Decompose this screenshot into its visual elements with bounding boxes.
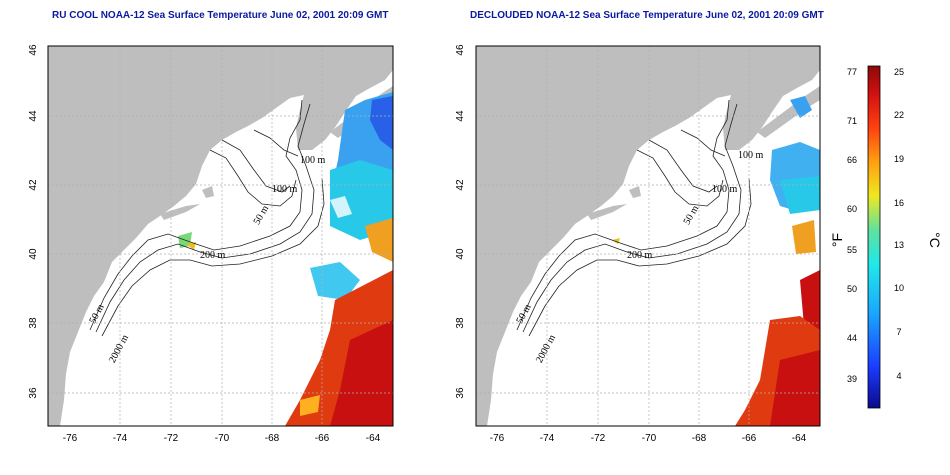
land [48,46,393,426]
x-tick-label: -68 [265,433,280,444]
contour-label: 200 m [200,250,226,261]
y-tick-label: 38 [28,317,39,329]
colorbar-f-tick: 55 [847,245,857,255]
y-tick-label: 44 [455,110,466,122]
gridlines [476,46,820,426]
y-tick-label: 46 [455,44,466,56]
sst-data [178,92,393,426]
land [160,204,200,220]
colorbar-c-tick: 16 [894,198,904,208]
left-map: 100 m 100 m 50 m 200 m 50 m 2000 m -76 -… [28,44,394,444]
land [587,204,627,220]
y-tick-label: 40 [28,248,39,260]
land [629,186,641,198]
sst-data [612,96,820,426]
colorbar-f-tick: 44 [847,333,857,343]
x-tick-label: -64 [366,433,381,444]
x-tick-label: -72 [591,433,606,444]
x-tick-label: -70 [642,433,657,444]
right-map: 100 m 100 m 50 m 200 m 50 m 2000 m -76 -… [455,44,821,444]
land [202,186,214,198]
x-tick-label: -76 [490,433,505,444]
colorbar-c-tick: 22 [894,110,904,120]
x-tick-label: -64 [792,433,807,444]
colorbar-c-tick: 25 [894,67,904,77]
celsius-label: °C [927,232,943,248]
y-tick-label: 42 [455,179,466,191]
y-tick-label: 36 [28,387,39,399]
colorbar-f-tick: 77 [847,67,857,77]
colorbar-c-tick: 7 [896,327,901,337]
contour-label: 100 m [712,184,738,195]
colorbar: 77 71 66 60 55 50 44 39 25 22 19 16 13 1… [829,65,943,409]
y-tick-label: 42 [28,179,39,191]
y-tick-label: 38 [455,317,466,329]
colorbar-f-tick: 60 [847,204,857,214]
y-tick-label: 40 [455,248,466,260]
x-tick-label: -72 [164,433,179,444]
x-tick-label: -68 [692,433,707,444]
gridlines [48,46,393,426]
contour-label: 200 m [627,250,653,261]
colorbar-gradient [867,65,881,409]
colorbar-c-tick: 19 [894,154,904,164]
y-tick-label: 44 [28,110,39,122]
colorbar-f-tick: 71 [847,116,857,126]
right-title: DECLOUDED NOAA-12 Sea Surface Temperatur… [470,10,824,21]
colorbar-c-tick: 10 [894,283,904,293]
x-tick-label: -76 [63,433,78,444]
colorbar-c-tick: 4 [896,371,901,381]
y-tick-label: 46 [28,44,39,56]
x-tick-label: -66 [742,433,757,444]
contour-label: 100 m [300,155,326,166]
left-title: RU COOL NOAA-12 Sea Surface Temperature … [52,10,389,21]
x-tick-label: -74 [540,433,555,444]
colorbar-c-tick: 13 [894,240,904,250]
x-tick-label: -74 [113,433,128,444]
fahrenheit-label: °F [829,233,845,247]
x-tick-label: -66 [315,433,330,444]
colorbar-f-tick: 66 [847,155,857,165]
y-tick-label: 36 [455,387,466,399]
contour-label: 100 m [272,184,298,195]
x-tick-label: -70 [215,433,230,444]
colorbar-f-tick: 39 [847,374,857,384]
colorbar-f-tick: 50 [847,284,857,294]
contour-label: 100 m [738,150,764,161]
land [476,46,820,426]
